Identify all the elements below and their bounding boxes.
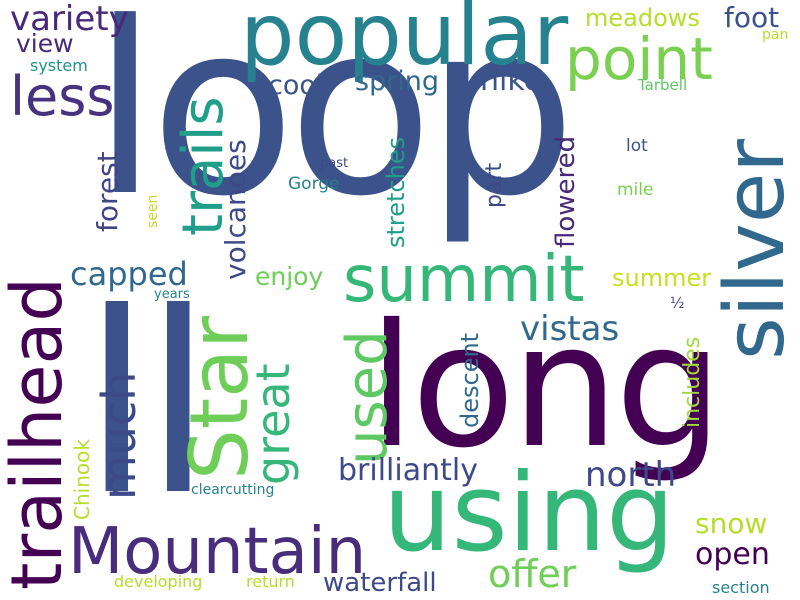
word-pan: pan <box>762 27 789 43</box>
word-summit: summit <box>343 243 585 317</box>
word-long: long <box>368 288 723 486</box>
word-view: view <box>16 29 74 58</box>
word-enjoy: enjoy <box>255 262 324 291</box>
word-snow: snow <box>695 507 768 540</box>
word-brilliantly: brilliantly <box>338 453 478 488</box>
word-spring: spring <box>355 66 440 97</box>
word-ll: ll <box>82 259 213 550</box>
word-variety: variety <box>10 0 129 39</box>
word-north: north <box>585 455 677 495</box>
word-half: ½ <box>670 294 685 312</box>
word-popular: popular <box>240 0 569 85</box>
word-section: section <box>712 578 770 597</box>
word-mile: mile <box>617 180 654 200</box>
word-forest: forest <box>91 151 124 232</box>
word-cool: cool <box>268 70 324 101</box>
word-waterfall: waterfall <box>323 568 437 598</box>
word-mountain: Mountain <box>68 515 367 589</box>
word-flowered: flowered <box>551 135 581 248</box>
word-great: great <box>246 363 300 485</box>
word-part: part <box>482 162 507 208</box>
word-system: system <box>30 56 88 75</box>
word-foot: foot <box>724 1 780 34</box>
word-developing: developing <box>114 572 203 591</box>
word-offer: offer <box>488 552 577 596</box>
word-less: less <box>10 65 115 128</box>
word-descent: descent <box>456 332 484 428</box>
word-vistas: vistas <box>520 309 620 349</box>
word-loop: loop <box>92 0 576 249</box>
word-much: much <box>92 371 146 500</box>
word-return: return <box>246 572 295 591</box>
word-stretches: stretches <box>382 136 410 248</box>
word-open: open <box>695 537 770 572</box>
word-past: past <box>320 156 349 171</box>
word-capped: capped <box>70 255 188 293</box>
word-seen: seen <box>145 194 161 228</box>
word-clearcutting: clearcutting <box>191 482 275 498</box>
word-using: using <box>383 451 675 576</box>
word-hike: hike <box>480 63 543 98</box>
word-meadows: meadows <box>585 4 700 32</box>
word-point: point <box>565 25 713 93</box>
word-chinook: Chinook <box>70 439 94 520</box>
word-tarbell: Tarbell <box>638 76 688 94</box>
word-summer: summer <box>612 264 712 292</box>
word-volcanoes: volcanoes <box>219 139 252 280</box>
word-includes: includes <box>680 336 705 428</box>
word-silver: silver <box>708 139 800 360</box>
word-used: used <box>335 330 400 465</box>
word-trailhead: trailhead <box>0 277 78 590</box>
word-years: years <box>154 287 190 302</box>
word-gorge: Gorge <box>288 174 340 194</box>
word-lot: lot <box>626 136 648 156</box>
